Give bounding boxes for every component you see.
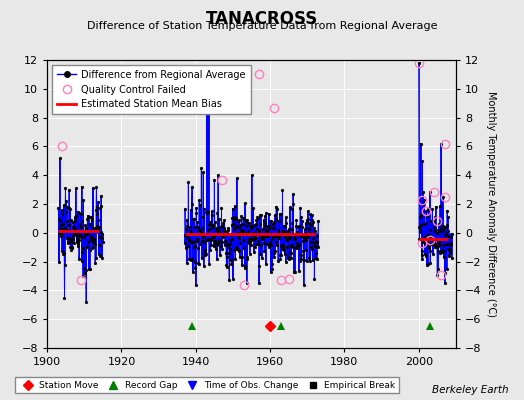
Text: TANACROSS: TANACROSS bbox=[206, 10, 318, 28]
Text: Difference of Station Temperature Data from Regional Average: Difference of Station Temperature Data f… bbox=[87, 21, 437, 31]
Legend: Difference from Regional Average, Quality Control Failed, Estimated Station Mean: Difference from Regional Average, Qualit… bbox=[52, 65, 250, 114]
Text: Berkeley Earth: Berkeley Earth bbox=[432, 385, 508, 395]
Legend: Station Move, Record Gap, Time of Obs. Change, Empirical Break: Station Move, Record Gap, Time of Obs. C… bbox=[15, 377, 399, 394]
Y-axis label: Monthly Temperature Anomaly Difference (°C): Monthly Temperature Anomaly Difference (… bbox=[486, 91, 496, 317]
